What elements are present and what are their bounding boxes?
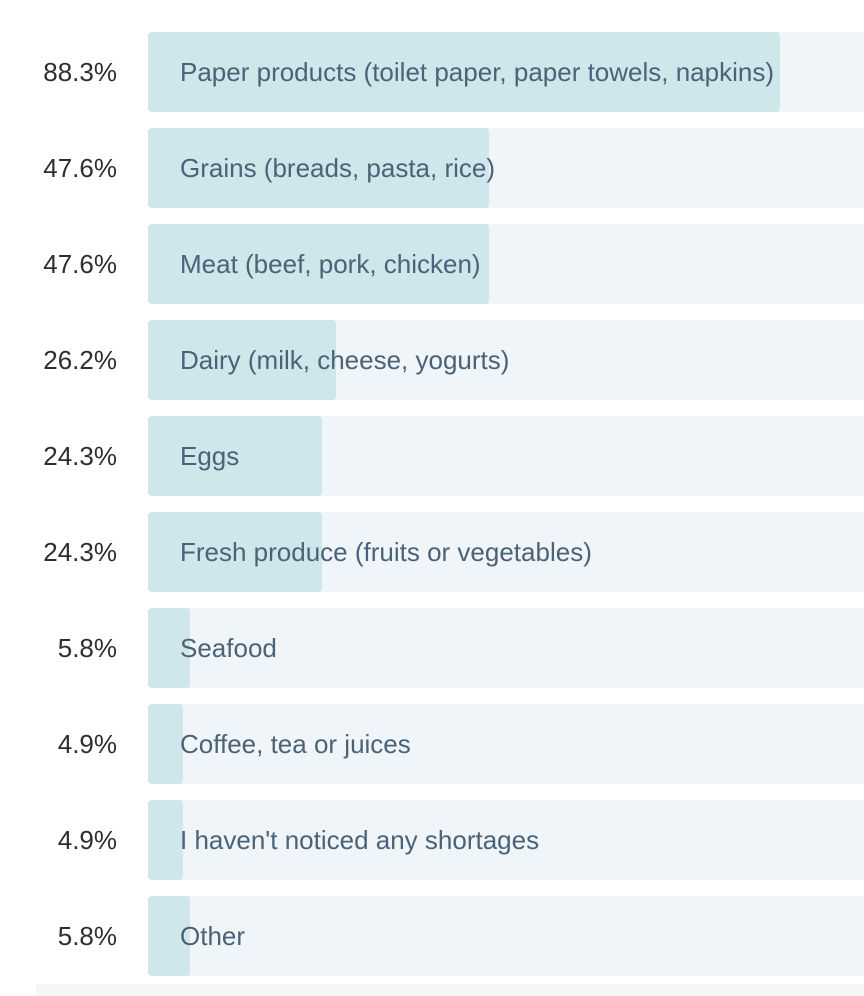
bar <box>148 704 183 784</box>
bar-category-label: Seafood <box>180 633 277 663</box>
bar-row: 47.6% Meat (beef, pork, chicken) <box>0 224 864 304</box>
bar-row: 88.3% Paper products (toilet paper, paper… <box>0 32 864 112</box>
bar-category-label: I haven't noticed any shortages <box>180 825 540 855</box>
bar-value-label: 5.8% <box>57 633 117 663</box>
bar <box>148 896 190 976</box>
bar-row: 47.6% Grains (breads, pasta, rice) <box>0 128 864 208</box>
bar-category-label: Paper products (toilet paper, paper towe… <box>180 57 775 87</box>
bar-value-label: 4.9% <box>57 825 117 855</box>
bar-value-label: 24.3% <box>43 537 117 567</box>
bar-category-label: Fresh produce (fruits or vegetables) <box>180 537 592 567</box>
bar-track <box>148 704 864 784</box>
bar-category-label: Eggs <box>180 441 240 471</box>
bar-category-label: Grains (breads, pasta, rice) <box>180 153 496 183</box>
bar-row: 4.9% I haven't noticed any shortages <box>0 800 864 880</box>
bar-value-label: 47.6% <box>43 249 117 279</box>
bar <box>148 608 190 688</box>
bar <box>148 320 336 400</box>
bar-value-label: 24.3% <box>43 441 117 471</box>
bar <box>148 800 183 880</box>
bar-row: 24.3% Fresh produce (fruits or vegetables… <box>0 512 864 592</box>
bar-track <box>148 800 864 880</box>
bar-track <box>148 896 864 976</box>
footer-divider <box>36 984 864 996</box>
bar-row: 5.8% Seafood <box>0 608 864 688</box>
bar-category-label: Other <box>180 921 246 951</box>
bar <box>148 512 322 592</box>
bar <box>148 224 489 304</box>
bar-value-label: 26.2% <box>43 345 117 375</box>
bar-row: 26.2% Dairy (milk, cheese, yogurts) <box>0 320 864 400</box>
bar-category-label: Dairy (milk, cheese, yogurts) <box>180 345 510 375</box>
bar-value-label: 4.9% <box>57 729 117 759</box>
bar <box>148 416 322 496</box>
bar-value-label: 47.6% <box>43 153 117 183</box>
bar <box>148 32 780 112</box>
bar-category-label: Meat (beef, pork, chicken) <box>180 249 481 279</box>
bar <box>148 128 489 208</box>
bar-value-label: 5.8% <box>57 921 117 951</box>
bar-row: 5.8% Other <box>0 896 864 976</box>
bar-track <box>148 608 864 688</box>
bar-row: 24.3% Eggs <box>0 416 864 496</box>
bar-category-label: Coffee, tea or juices <box>180 729 411 759</box>
bar-row: 4.9% Coffee, tea or juices <box>0 704 864 784</box>
bar-value-label: 88.3% <box>43 57 117 87</box>
